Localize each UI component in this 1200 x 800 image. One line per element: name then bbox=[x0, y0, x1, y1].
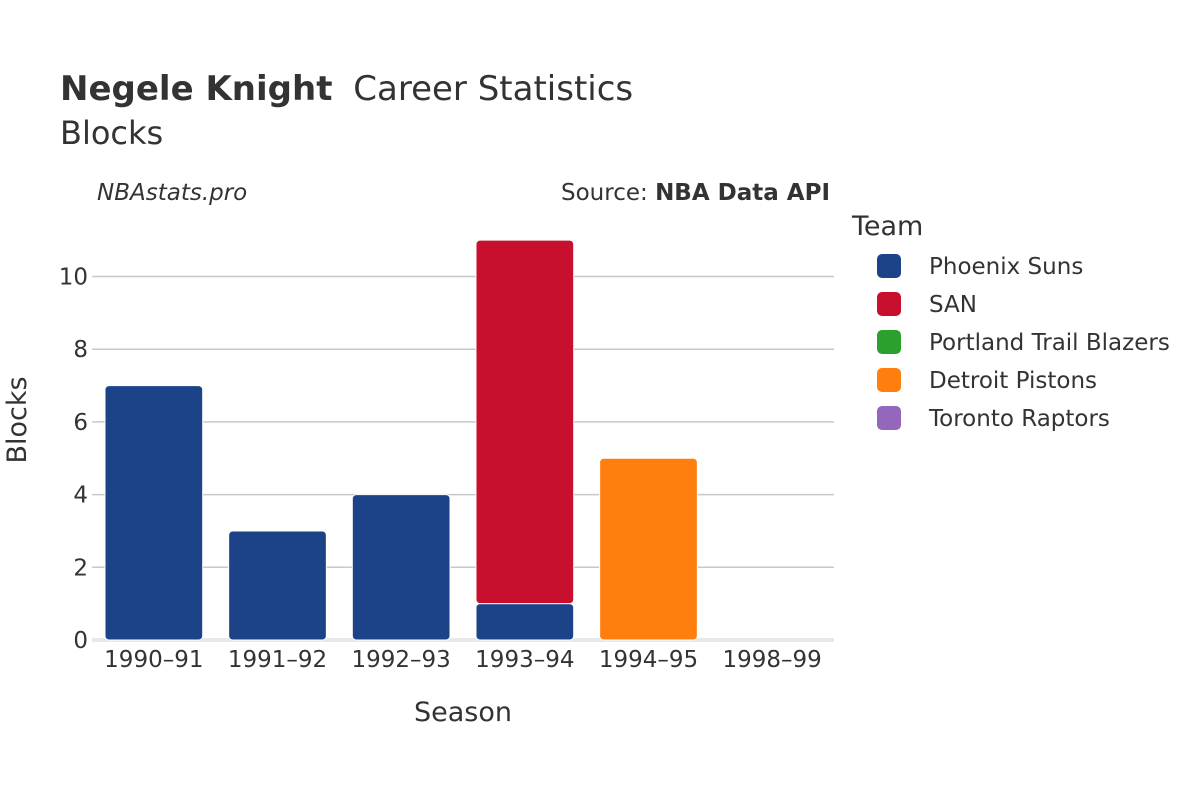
legend-swatch[interactable] bbox=[877, 292, 901, 316]
legend-label[interactable]: Portland Trail Blazers bbox=[929, 330, 1170, 356]
legend-swatch[interactable] bbox=[877, 406, 901, 430]
y-tick-label: 4 bbox=[73, 483, 88, 509]
legend: Phoenix Suns SAN Portland Trail Blazers Det… bbox=[877, 254, 1170, 432]
bar-phoenix-suns[interactable] bbox=[228, 530, 327, 641]
legend-label[interactable]: Toronto Raptors bbox=[928, 406, 1110, 432]
x-tick-label: 1991–92 bbox=[228, 647, 327, 673]
x-tick-label: 1993–94 bbox=[475, 647, 574, 673]
chart-subtitle: Blocks bbox=[60, 114, 163, 152]
x-tick-label: 1990–91 bbox=[104, 647, 203, 673]
y-tick-label: 0 bbox=[73, 628, 88, 654]
y-tick-labels: 0 2 4 6 8 10 bbox=[59, 265, 88, 654]
chart-title-suffix: Career Statistics bbox=[353, 69, 633, 109]
bar-phoenix-suns[interactable] bbox=[475, 603, 575, 641]
source-label: Source: NBA Data API bbox=[561, 180, 830, 206]
source-prefix: Source: bbox=[561, 180, 655, 206]
chart-title: Negele Knight Career Statistics bbox=[60, 69, 633, 109]
bar-phoenix-suns[interactable] bbox=[104, 385, 204, 641]
gridlines bbox=[92, 275, 834, 642]
bar-san[interactable] bbox=[475, 239, 575, 605]
legend-label[interactable]: Detroit Pistons bbox=[929, 368, 1097, 394]
legend-label[interactable]: Phoenix Suns bbox=[929, 254, 1083, 280]
source-name: NBA Data API bbox=[655, 180, 830, 206]
chart-title-player: Negele Knight bbox=[60, 69, 332, 109]
legend-swatch[interactable] bbox=[877, 368, 901, 392]
x-tick-labels: 1990–91 1991–92 1992–93 1993–94 1994–95 1998–… bbox=[104, 647, 822, 673]
x-tick-label: 1992–93 bbox=[352, 647, 451, 673]
bar-detroit-pistons[interactable] bbox=[599, 457, 698, 641]
legend-swatch[interactable] bbox=[877, 330, 901, 354]
y-tick-label: 10 bbox=[59, 265, 88, 291]
x-tick-label: 1998–99 bbox=[723, 647, 822, 673]
y-tick-label: 2 bbox=[73, 555, 88, 581]
bars bbox=[104, 239, 698, 641]
y-tick-label: 8 bbox=[73, 337, 88, 363]
y-axis-title: Blocks bbox=[2, 376, 33, 463]
x-tick-label: 1994–95 bbox=[599, 647, 698, 673]
watermark: NBAstats.pro bbox=[97, 180, 247, 206]
x-axis-title: Season bbox=[414, 697, 512, 728]
bar-phoenix-suns[interactable] bbox=[351, 494, 451, 641]
legend-title: Team bbox=[851, 211, 923, 242]
legend-label[interactable]: SAN bbox=[929, 292, 977, 318]
legend-swatch[interactable] bbox=[877, 254, 901, 278]
y-tick-label: 6 bbox=[73, 410, 88, 436]
